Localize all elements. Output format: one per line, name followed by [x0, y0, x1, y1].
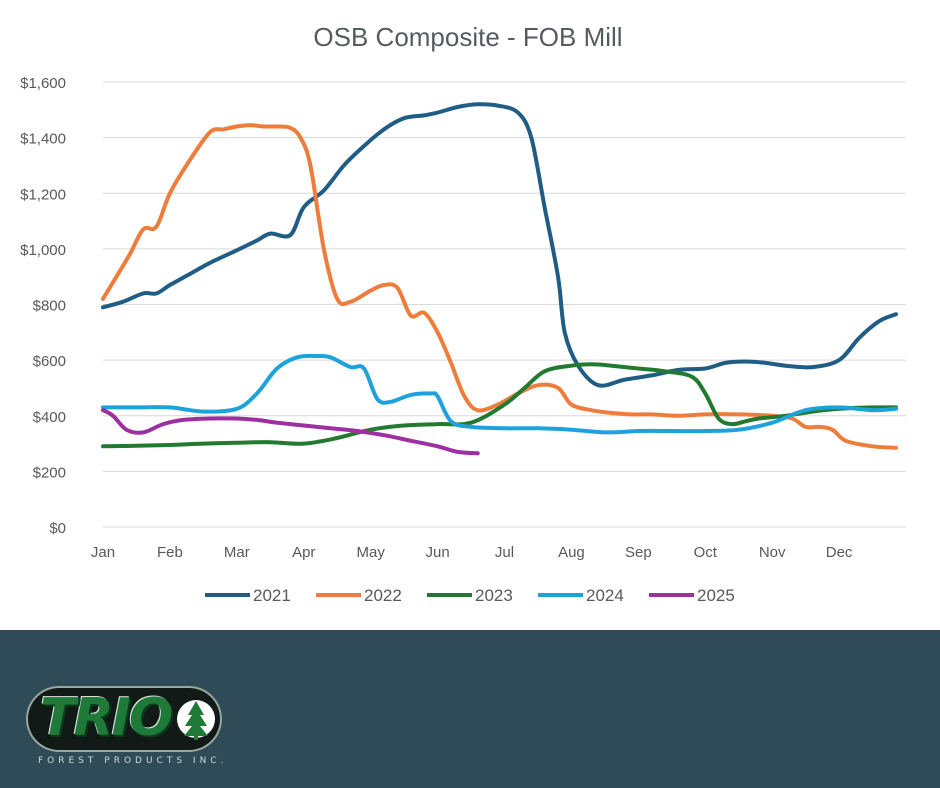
logo-subtitle: FOREST PRODUCTS INC.: [38, 756, 228, 766]
x-tick-label: Nov: [759, 544, 786, 561]
line-chart: OSB Composite - FOB Mill $0$200$400$600$…: [20, 22, 906, 605]
logo-wordmark: TRIO: [40, 688, 173, 748]
x-tick-label: Aug: [558, 544, 585, 561]
series-line-2021: [101, 102, 898, 388]
y-tick-label: $1,000: [20, 242, 66, 259]
series-line-2022: [101, 123, 898, 450]
legend-label: 2021: [253, 586, 291, 605]
logo-badge: TRIO: [26, 686, 222, 752]
series-line-2024: [101, 353, 898, 435]
x-tick-label: May: [356, 544, 385, 561]
x-tick-label: Jun: [425, 544, 449, 561]
series-lines: [101, 102, 898, 456]
x-tick-label: Feb: [157, 544, 183, 561]
y-tick-label: $1,600: [20, 75, 66, 92]
tree-icon: [177, 700, 215, 740]
legend-label: 2023: [475, 586, 513, 605]
trio-logo: TRIO FOREST PRODUCTS INC.: [26, 686, 226, 776]
y-tick-label: $600: [33, 353, 66, 370]
y-tick-label: $1,200: [20, 186, 66, 203]
y-tick-label: $200: [33, 464, 66, 481]
legend-label: 2025: [697, 586, 735, 605]
series-line-2025: [101, 408, 480, 456]
x-tick-label: Oct: [694, 544, 718, 561]
y-tick-label: $1,400: [20, 131, 66, 148]
y-tick-label: $800: [33, 298, 66, 315]
x-axis-tick-labels: Jan Feb Mar Apr May Jun Jul Aug Sep Oct Nov Dec: [91, 544, 853, 561]
y-tick-label: $400: [33, 409, 66, 426]
x-tick-label: Apr: [292, 544, 315, 561]
x-tick-label: Dec: [826, 544, 853, 561]
y-tick-label: $0: [49, 520, 66, 537]
legend-label: 2024: [586, 586, 624, 605]
legend-label: 2022: [364, 586, 402, 605]
legend: 2021 2022 2023 2024 2025: [205, 586, 735, 605]
chart-panel: OSB Composite - FOB Mill $0 $200 $400 $600 $…: [20, 22, 906, 605]
x-tick-label: Mar: [224, 544, 250, 561]
x-tick-label: Sep: [625, 544, 652, 561]
x-tick-label: Jan: [91, 544, 115, 561]
y-axis-tick-labels: $0 $200 $400 $600 $800 $1,000 $1,200 $1,400 $1,6…: [20, 75, 66, 537]
gridlines: [103, 81, 906, 528]
chart-title: OSB Composite - FOB Mill: [313, 22, 622, 52]
x-tick-label: Jul: [495, 544, 514, 561]
series-line-2023: [101, 362, 898, 449]
